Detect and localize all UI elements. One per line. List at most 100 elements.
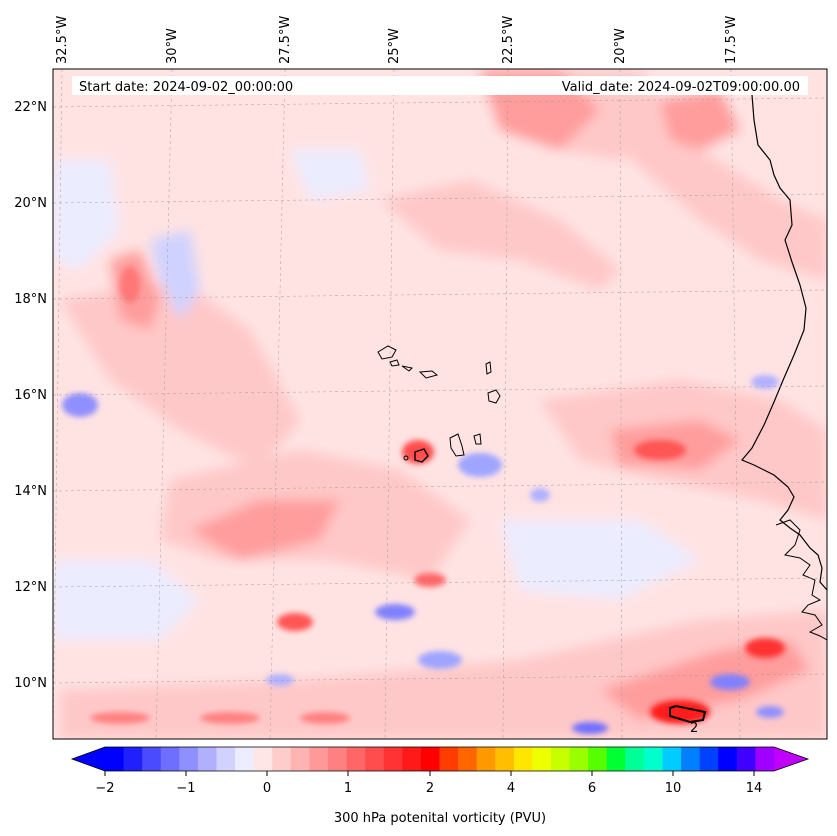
pv-blob-red	[414, 573, 446, 587]
colorbar-segment	[662, 747, 682, 771]
lon-label: 30°W	[165, 28, 180, 64]
colorbar-segment	[346, 747, 366, 771]
contour-label: 2	[690, 721, 698, 736]
colorbar-segment	[513, 747, 534, 771]
colorbar-label: 300 hPa potenital vorticity (PVU)	[334, 811, 546, 826]
lon-label: 27.5°W	[278, 16, 293, 64]
colorbar-segment	[272, 747, 292, 771]
island-fogo	[414, 448, 429, 463]
colorbar-segment	[197, 747, 218, 771]
pv-region	[53, 560, 200, 640]
island-brava	[403, 455, 409, 461]
pv-region	[380, 180, 620, 290]
colorbar-tick-label: 10	[665, 781, 682, 796]
colorbar-segment	[495, 747, 515, 771]
colorbar-segment	[290, 747, 311, 771]
colorbar: −2 −1 0 1 2 4 6 10 14 300 hPa potenital …	[70, 746, 810, 826]
longitude-labels: 32.5°W 30°W 27.5°W 25°W 22.5°W 20°W 17.5…	[55, 16, 739, 64]
island-santiago	[449, 433, 465, 457]
island-santo-antao	[377, 345, 397, 360]
colorbar-segment	[643, 747, 664, 771]
colorbar-segment	[123, 747, 143, 771]
colorbar-segment	[625, 747, 645, 771]
lat-label: 12°N	[14, 580, 47, 595]
colorbar-segment	[420, 747, 441, 771]
colorbar-segment	[551, 747, 571, 771]
date-header: Start date: 2024-09-02_00:00:00 Valid_da…	[72, 76, 808, 95]
colorbar-tick-label: 6	[588, 781, 596, 796]
colorbar-segment	[365, 747, 385, 771]
map-frame	[52, 68, 828, 740]
colorbar-tick-label: −1	[176, 781, 195, 796]
pv-blob-blue	[375, 604, 415, 620]
colorbar-segment	[736, 747, 757, 771]
island-sao-vicente	[389, 359, 400, 367]
colorbar-segment	[328, 747, 348, 771]
colorbar-tick-label: 0	[263, 781, 271, 796]
pv-blob-blue	[418, 651, 462, 669]
pv-blob-red	[120, 267, 140, 303]
pv-region	[300, 70, 827, 280]
colorbar-segment	[105, 747, 125, 771]
colorbar-segment	[439, 747, 459, 771]
island-sao-nicolau	[401, 365, 439, 379]
pv-blob-red	[90, 712, 150, 724]
pv-region	[60, 280, 300, 470]
pv-blob-red	[277, 613, 313, 631]
colorbar-segment	[309, 747, 329, 771]
colorbar-segment	[402, 747, 422, 771]
pv-blob-blue	[266, 674, 294, 686]
colorbar-segment	[532, 747, 552, 771]
pv-region	[53, 160, 120, 270]
colorbar-extend-max	[774, 747, 808, 771]
colorbar-tick-label: 2	[426, 781, 434, 796]
colorbar-segment	[458, 747, 478, 771]
lat-label: 18°N	[14, 292, 47, 307]
colorbar-segment	[476, 747, 496, 771]
colorbar-segment	[216, 747, 236, 771]
pv-blob-red	[650, 700, 710, 724]
colorbar-segment	[179, 747, 199, 771]
colorbar-segment	[253, 747, 273, 771]
gridlines	[53, 69, 827, 739]
colorbar-ticks	[104, 771, 755, 776]
lat-label: 22°N	[14, 100, 47, 115]
colorbar-segments	[105, 747, 775, 771]
colorbar-segment	[588, 747, 608, 771]
valid-date-text: Valid_date: 2024-09-02T09:00:00.00	[562, 80, 800, 95]
colorbar-segment	[142, 747, 162, 771]
colorbar-segment	[383, 747, 403, 771]
colorbar-extend-min	[72, 747, 105, 771]
pv-region	[600, 640, 810, 720]
pv-region	[190, 500, 340, 560]
map-panel: 2	[53, 69, 827, 739]
pv-region	[660, 90, 740, 150]
lon-label: 25°W	[387, 28, 402, 64]
colorbar-segment	[681, 747, 701, 771]
pv-blob-red	[745, 638, 785, 658]
island-sal	[485, 361, 492, 375]
colorbar-segment	[606, 747, 626, 771]
pv-contour-2	[669, 704, 707, 724]
lon-label: 22.5°W	[501, 16, 516, 64]
colorbar-tick-label: 1	[344, 781, 352, 796]
pv-blob-red	[300, 712, 350, 724]
pv-blob-blue	[572, 722, 608, 734]
colorbar-tick-label: 4	[507, 781, 515, 796]
colorbar-segment	[235, 747, 255, 771]
date-header-background	[72, 76, 808, 95]
lat-label: 14°N	[14, 484, 47, 499]
start-date-text: Start date: 2024-09-02_00:00:00	[79, 80, 293, 95]
lat-label: 16°N	[14, 388, 47, 403]
pv-region	[500, 520, 700, 600]
lon-label: 17.5°W	[724, 16, 739, 64]
colorbar-segment	[160, 747, 180, 771]
coastline-estuary	[775, 519, 827, 641]
pv-blob-red	[200, 712, 260, 724]
lon-label: 20°W	[613, 28, 628, 64]
lon-label: 32.5°W	[55, 16, 70, 64]
colorbar-tick-labels: −2 −1 0 1 2 4 6 10 14	[95, 781, 762, 796]
island-maio	[473, 433, 482, 445]
pv-blob-blue	[530, 488, 550, 502]
